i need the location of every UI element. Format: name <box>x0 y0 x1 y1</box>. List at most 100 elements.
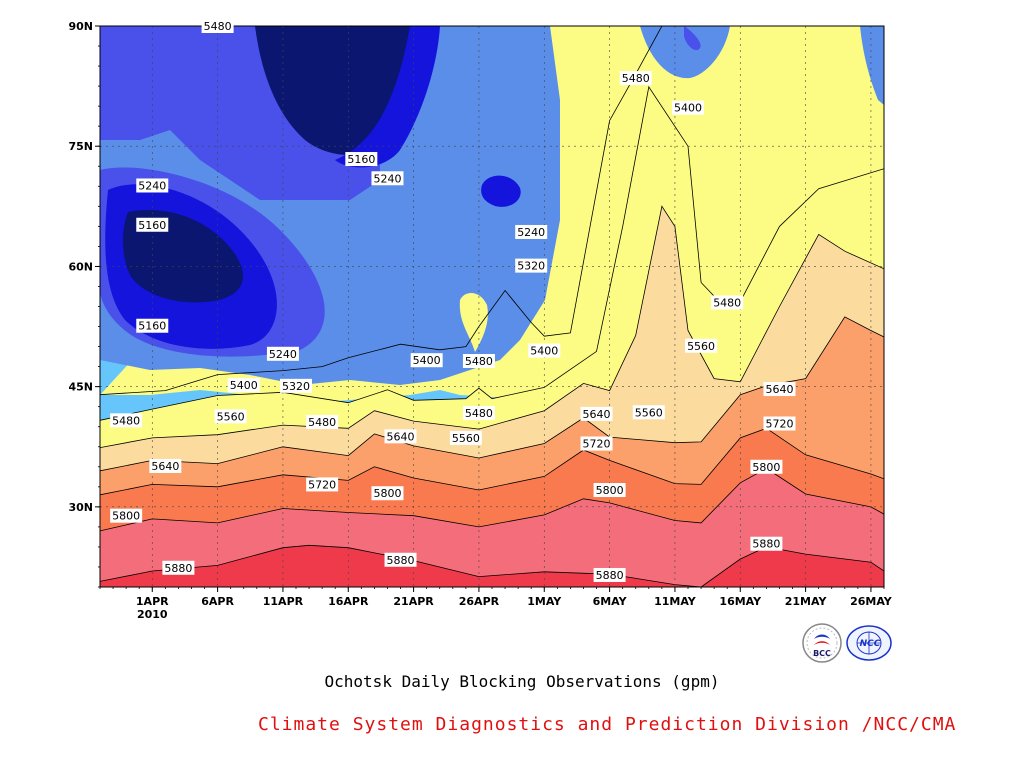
x-tick-label: 1MAY <box>527 595 562 608</box>
y-tick-label: 90N <box>68 20 93 33</box>
contour-label: 5400 <box>530 345 558 358</box>
contour-label: 5320 <box>282 380 310 393</box>
contour-label: 5800 <box>373 487 401 500</box>
contour-label: 5320 <box>517 260 545 273</box>
contour-label-box <box>384 429 417 444</box>
contour-label: 5880 <box>387 554 415 567</box>
contour-label-box <box>280 378 312 393</box>
contour-label: 5240 <box>517 226 545 239</box>
contour-label-box <box>371 486 404 501</box>
contour-label: 5240 <box>373 172 401 185</box>
contour-label-box <box>149 458 182 473</box>
x-tick-label: 1APR <box>136 595 169 608</box>
contour-label: 5880 <box>596 569 624 582</box>
contour-label: 5400 <box>230 379 258 392</box>
contour-line-5400 <box>100 26 663 396</box>
chart-title: Ochotsk Daily Blocking Observations (gpm… <box>324 672 720 691</box>
band-5160-pocket <box>481 175 521 207</box>
contour-label-box <box>266 346 299 361</box>
contour-line-5720 <box>100 427 884 496</box>
contour-label: 5480 <box>465 407 493 420</box>
contour-label: 5800 <box>752 461 780 474</box>
contour-label: 5640 <box>387 430 415 443</box>
contour-label: 5480 <box>622 72 650 85</box>
contour-label: 5240 <box>138 179 166 192</box>
contour-label: 5560 <box>452 432 480 445</box>
contour-label: 5160 <box>138 219 166 232</box>
svg-text:BCC: BCC <box>813 649 831 658</box>
contour-label-box <box>162 560 195 575</box>
band-deep-core-north <box>255 26 410 155</box>
y-tick-label: 30N <box>68 501 93 514</box>
contour-label-box <box>227 378 260 393</box>
contour-label: 5640 <box>765 383 793 396</box>
contour-line-5560 <box>100 205 884 448</box>
contour-label-box <box>515 224 548 239</box>
band-5320-north-core <box>684 26 701 51</box>
contour-label-box <box>528 343 561 358</box>
band-5320-east-edge <box>860 26 884 105</box>
contour-label-box <box>619 71 652 86</box>
contour-label: 5480 <box>112 414 140 427</box>
contour-label-box <box>136 178 169 193</box>
contour-label: 5800 <box>596 484 624 497</box>
contour-label-box <box>371 171 404 186</box>
band-fill-5880 <box>100 545 884 587</box>
contour-label-box <box>711 295 744 310</box>
band-deep-core-west <box>122 209 244 303</box>
x-tick-year-label: 2010 <box>137 608 168 621</box>
contour-label-box <box>384 552 417 567</box>
contour-label: 5880 <box>164 562 192 575</box>
contour-label-box <box>345 152 378 167</box>
contour-label-box <box>462 353 495 368</box>
contour-label-box <box>410 353 443 368</box>
contour-label: 5640 <box>151 460 179 473</box>
x-tick-label: 11APR <box>263 595 304 608</box>
contour-label: 5720 <box>765 418 793 431</box>
contour-label-box <box>750 536 783 551</box>
x-tick-label: 21APR <box>393 595 434 608</box>
contour-label: 5720 <box>308 478 336 491</box>
contour-label-box <box>201 19 234 33</box>
svg-text:NCC: NCC <box>860 639 881 649</box>
contour-label: 5400 <box>674 102 702 115</box>
contour-label: 5160 <box>138 320 166 333</box>
contour-label-box <box>449 430 482 445</box>
contour-label: 5480 <box>465 355 493 368</box>
y-tick-label: 60N <box>68 260 93 273</box>
contour-label-box <box>763 416 796 431</box>
contour-label-box <box>685 338 718 353</box>
contour-label-box <box>214 409 247 424</box>
x-tick-label: 6MAY <box>593 595 628 608</box>
contour-label: 5160 <box>347 153 375 166</box>
contour-label-box <box>580 406 613 421</box>
contour-label-box <box>672 100 704 115</box>
contour-label: 5480 <box>308 416 336 429</box>
x-tick-label: 16MAY <box>719 595 762 608</box>
contour-label-box <box>593 483 626 498</box>
contour-label-box <box>306 477 339 492</box>
contour-label: 5640 <box>583 408 611 421</box>
y-tick-label: 75N <box>68 140 93 153</box>
contour-label: 5880 <box>752 538 780 551</box>
contour-label-box <box>593 567 626 582</box>
contour-label-box <box>136 318 169 333</box>
x-tick-label: 16APR <box>328 595 369 608</box>
contour-label: 5240 <box>269 348 297 361</box>
band-5480-5560-notch <box>459 293 488 352</box>
contour-label: 5400 <box>413 354 441 367</box>
contour-line-5800 <box>100 467 884 532</box>
band-5400-north-arc <box>640 26 730 79</box>
contour-label: 5480 <box>713 296 741 309</box>
contour-label-box <box>580 436 613 451</box>
contour-label: 5560 <box>217 410 245 423</box>
bcc-logo: BCC <box>800 623 844 663</box>
x-tick-label: 6APR <box>201 595 234 608</box>
x-tick-label: 26MAY <box>850 595 893 608</box>
contour-label-box <box>750 459 783 474</box>
contour-label-box <box>136 217 169 232</box>
x-tick-label: 21MAY <box>785 595 828 608</box>
y-tick-label: 45N <box>68 381 93 394</box>
credit-text: Climate System Diagnostics and Predictio… <box>258 714 957 735</box>
ncc-logo: NCC <box>846 623 892 663</box>
